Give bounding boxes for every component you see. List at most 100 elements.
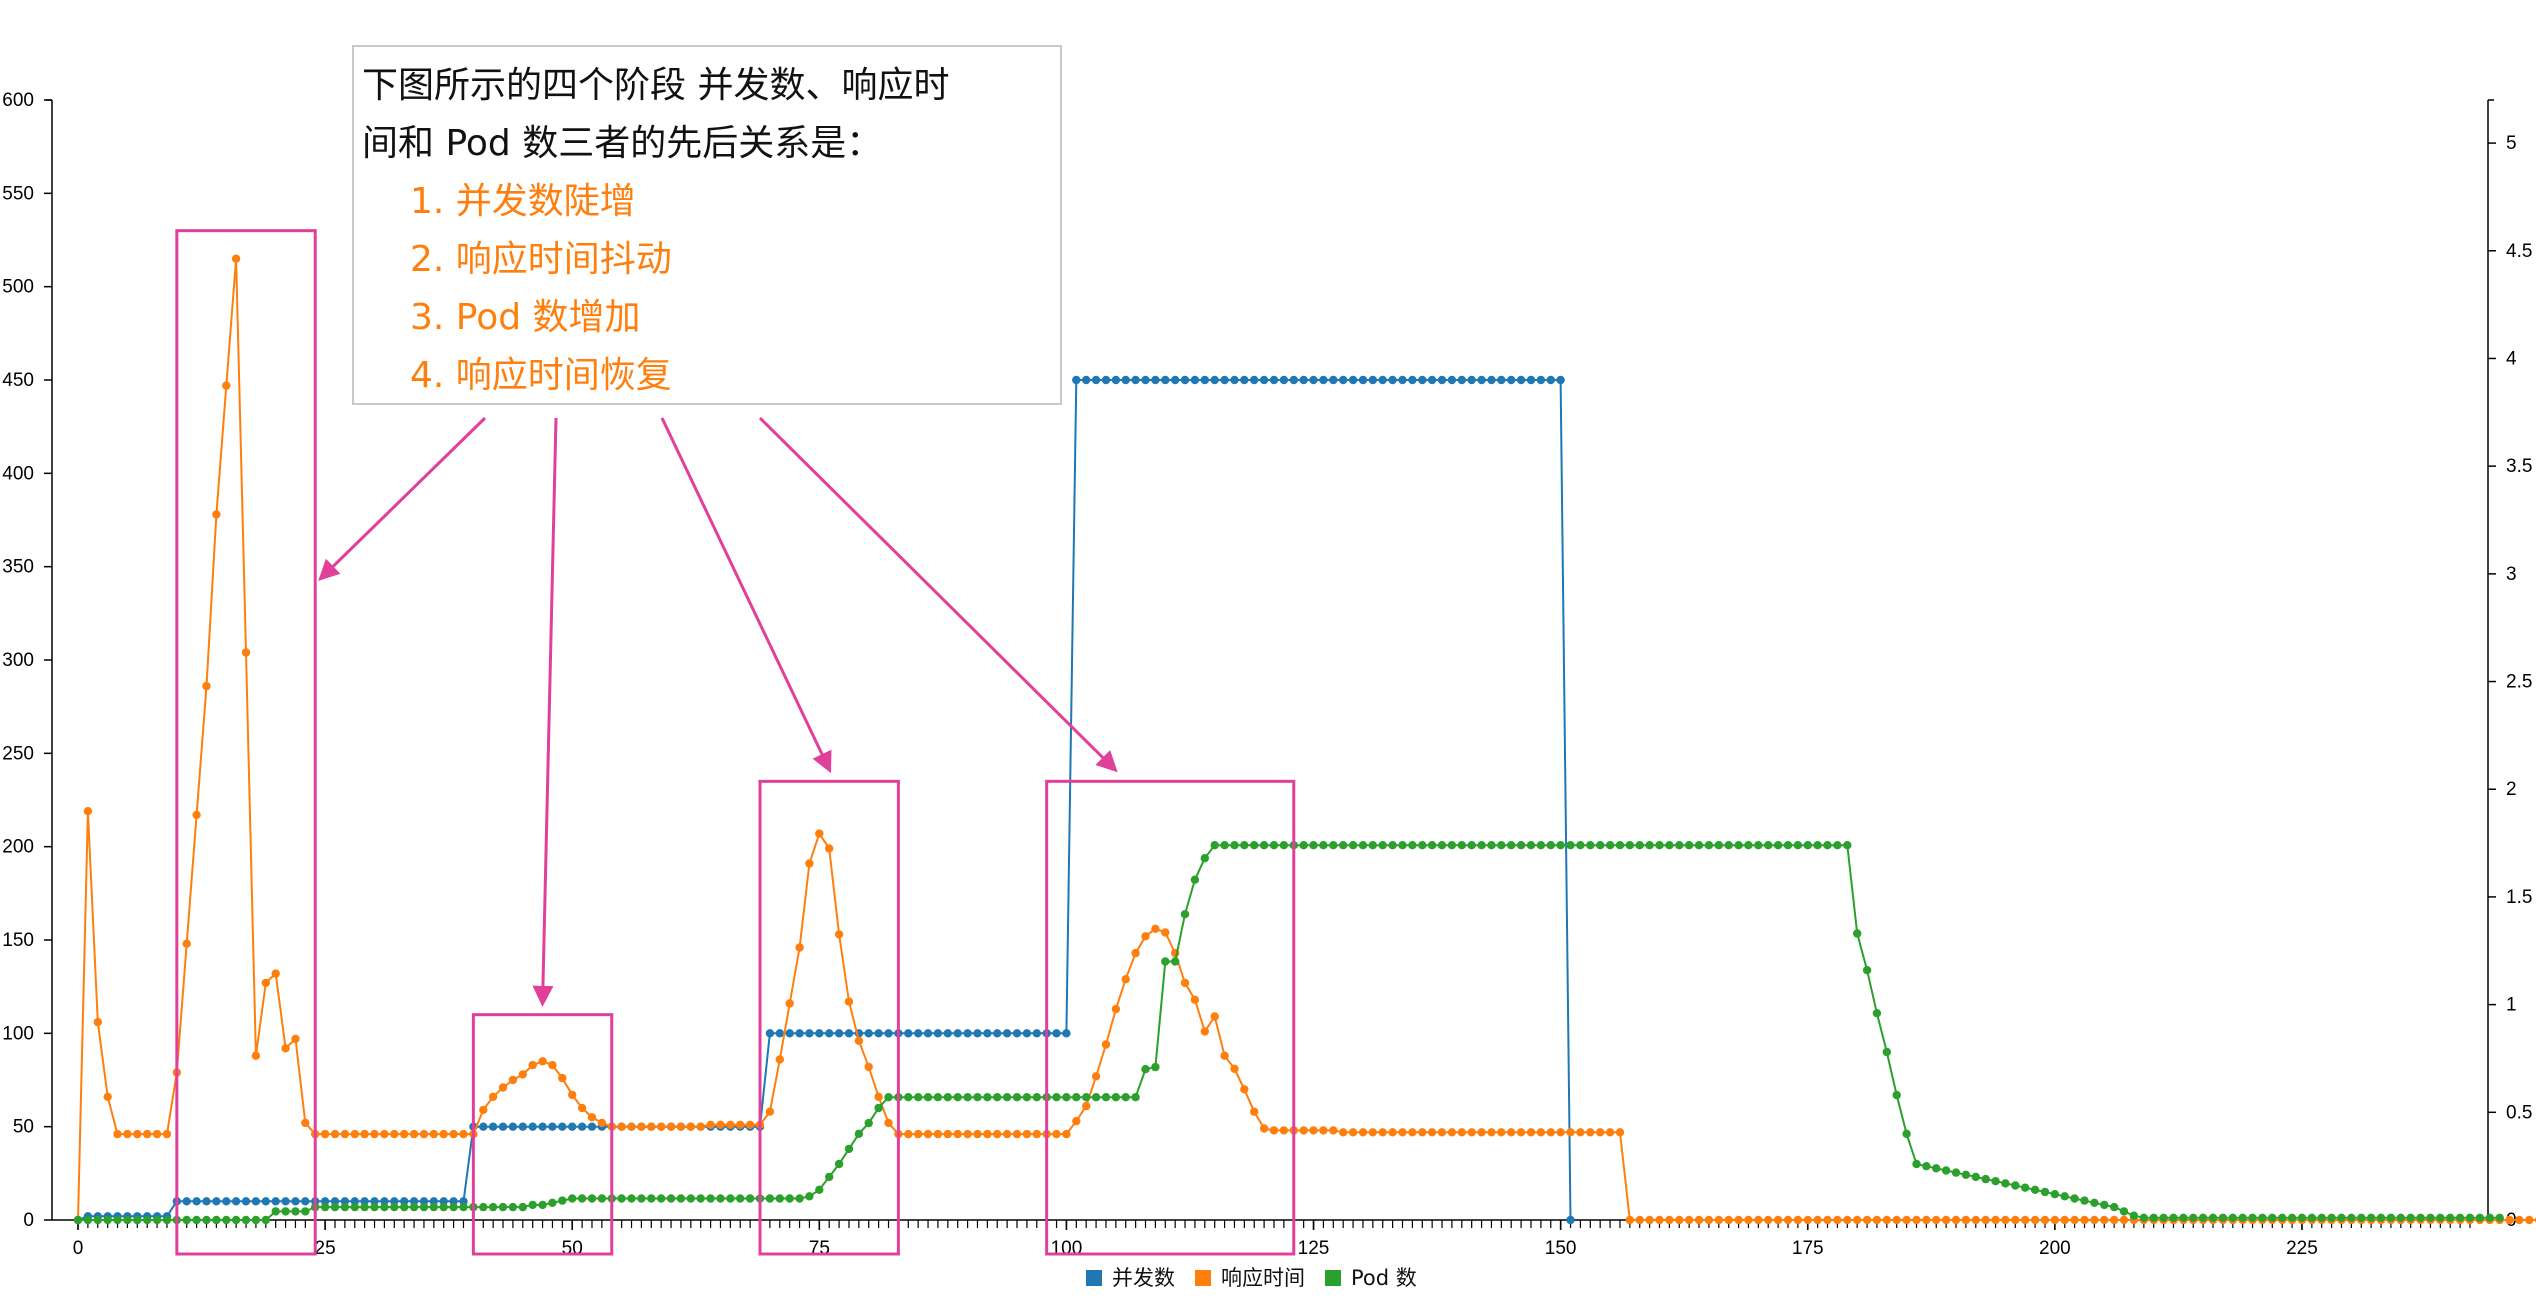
series-point-2 xyxy=(301,1118,310,1128)
series-point-2 xyxy=(1783,1215,1793,1225)
series-point-3 xyxy=(1684,841,1694,850)
series-point-2 xyxy=(1912,1215,1921,1225)
series-point-3 xyxy=(1062,1093,1071,1102)
series-point-3 xyxy=(2060,1192,2069,1201)
series-point-3 xyxy=(2367,1213,2376,1223)
y-tick-label-right: 1 xyxy=(2506,995,2517,1016)
series-point-3 xyxy=(577,1194,587,1203)
series-point-2 xyxy=(143,1129,152,1139)
series-point-1 xyxy=(1457,375,1467,385)
series-point-3 xyxy=(2426,1213,2435,1223)
legend-swatch-1 xyxy=(1086,1270,1102,1286)
series-point-2 xyxy=(152,1129,162,1139)
series-point-3 xyxy=(360,1202,369,1212)
series-point-3 xyxy=(162,1215,172,1225)
series-point-3 xyxy=(2376,1213,2386,1223)
legend-label-1: 并发数 xyxy=(1112,1266,1175,1290)
annotation-step-4: 4. 响应时间恢复 xyxy=(410,355,672,396)
series-point-3 xyxy=(815,1185,824,1195)
annotation-box: 下图所示的四个阶段 并发数、响应时 间和 Pod 数三者的先后关系是： 1. 并… xyxy=(352,45,1062,405)
series-point-3 xyxy=(1714,841,1724,850)
series-point-3 xyxy=(726,1194,735,1203)
y-tick-label-right: 5 xyxy=(2506,133,2517,154)
series-point-3 xyxy=(1704,841,1714,850)
highlight-box-3 xyxy=(758,779,900,1256)
series-point-2 xyxy=(825,844,834,853)
series-point-2 xyxy=(1091,1072,1101,1081)
y-tick-label-right: 2.5 xyxy=(2506,672,2532,693)
series-point-1 xyxy=(1497,375,1506,385)
series-point-2 xyxy=(1605,1128,1615,1137)
series-point-3 xyxy=(2070,1194,2079,1203)
series-point-2 xyxy=(1358,1128,1368,1137)
series-point-3 xyxy=(548,1198,557,1208)
series-point-1 xyxy=(587,1122,597,1131)
series-point-2 xyxy=(1536,1128,1546,1137)
series-point-3 xyxy=(914,1093,923,1102)
series-point-1 xyxy=(488,1122,498,1131)
series-point-3 xyxy=(1348,841,1358,850)
series-point-2 xyxy=(983,1129,992,1139)
series-point-3 xyxy=(1171,957,1180,966)
series-point-3 xyxy=(1111,1093,1121,1102)
series-point-3 xyxy=(291,1207,300,1216)
series-point-3 xyxy=(93,1215,103,1225)
series-point-3 xyxy=(2119,1207,2129,1216)
series-point-2 xyxy=(1981,1215,1990,1225)
series-point-2 xyxy=(647,1122,656,1131)
series-point-1 xyxy=(231,1197,241,1206)
series-point-2 xyxy=(162,1129,172,1139)
series-point-3 xyxy=(2001,1179,2010,1188)
series-point-2 xyxy=(627,1122,636,1131)
series-point-1 xyxy=(1200,375,1210,385)
series-point-3 xyxy=(508,1202,518,1212)
series-point-1 xyxy=(1427,375,1437,385)
series-point-2 xyxy=(2515,1215,2524,1225)
series-point-3 xyxy=(597,1194,607,1203)
series-point-3 xyxy=(73,1215,83,1225)
series-point-3 xyxy=(1764,841,1773,850)
series-point-2 xyxy=(1694,1215,1704,1225)
series-point-3 xyxy=(1932,1164,1941,1173)
series-point-3 xyxy=(1250,841,1259,850)
series-point-2 xyxy=(1329,1126,1338,1135)
series-point-2 xyxy=(1161,928,1170,937)
series-point-2 xyxy=(1635,1215,1644,1225)
series-point-2 xyxy=(449,1129,458,1139)
series-point-2 xyxy=(1348,1128,1358,1137)
series-point-1 xyxy=(1329,375,1338,385)
series-point-3 xyxy=(1279,841,1289,850)
series-point-1 xyxy=(479,1122,488,1131)
series-point-1 xyxy=(1230,375,1239,385)
series-point-3 xyxy=(785,1194,794,1203)
series-point-2 xyxy=(498,1083,508,1092)
y-tick-label-right: 2 xyxy=(2506,779,2517,800)
series-point-1 xyxy=(1180,375,1190,385)
series-point-3 xyxy=(2100,1200,2109,1210)
series-point-3 xyxy=(1536,841,1546,850)
series-point-1 xyxy=(1536,375,1546,385)
series-point-2 xyxy=(666,1122,676,1131)
series-point-2 xyxy=(904,1129,913,1139)
series-point-3 xyxy=(1437,841,1447,850)
series-point-1 xyxy=(1111,375,1121,385)
series-point-3 xyxy=(1793,841,1803,850)
series-point-3 xyxy=(241,1215,251,1225)
series-point-1 xyxy=(1121,375,1130,385)
series-1 xyxy=(73,375,1575,1225)
series-point-3 xyxy=(2169,1213,2178,1223)
annotation-line-2: 间和 Pod 数三者的先后关系是： xyxy=(362,123,883,164)
series-point-3 xyxy=(1022,1093,1032,1102)
annotation-arrow-4 xyxy=(758,416,1118,773)
series-point-2 xyxy=(558,1073,567,1083)
series-point-2 xyxy=(795,943,804,952)
series-point-2 xyxy=(419,1129,429,1139)
series-point-2 xyxy=(874,1092,883,1102)
series-point-3 xyxy=(2258,1213,2267,1223)
series-point-1 xyxy=(1141,375,1150,385)
series-point-2 xyxy=(2070,1215,2079,1225)
series-point-1 xyxy=(182,1197,191,1206)
series-point-3 xyxy=(459,1202,468,1212)
series-point-2 xyxy=(706,1120,715,1130)
series-point-2 xyxy=(1339,1128,1348,1137)
